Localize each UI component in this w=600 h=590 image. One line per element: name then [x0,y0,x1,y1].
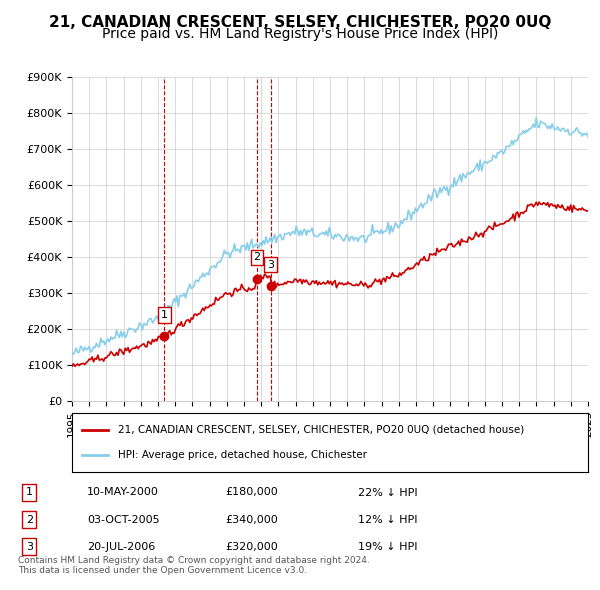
Text: 1: 1 [161,310,168,320]
Text: 12% ↓ HPI: 12% ↓ HPI [358,514,417,525]
Text: 21, CANADIAN CRESCENT, SELSEY, CHICHESTER, PO20 0UQ: 21, CANADIAN CRESCENT, SELSEY, CHICHESTE… [49,15,551,30]
Text: Contains HM Land Registry data © Crown copyright and database right 2024.
This d: Contains HM Land Registry data © Crown c… [18,556,370,575]
Text: Price paid vs. HM Land Registry's House Price Index (HPI): Price paid vs. HM Land Registry's House … [102,27,498,41]
Text: 1: 1 [26,487,33,497]
Text: 20-JUL-2006: 20-JUL-2006 [87,542,155,552]
Text: HPI: Average price, detached house, Chichester: HPI: Average price, detached house, Chic… [118,451,367,460]
Text: 3: 3 [26,542,33,552]
Text: 2: 2 [253,253,260,263]
Text: 3: 3 [267,260,274,270]
Text: £320,000: £320,000 [225,542,278,552]
Text: 10-MAY-2000: 10-MAY-2000 [87,487,159,497]
Text: 22% ↓ HPI: 22% ↓ HPI [358,487,417,497]
Text: 21, CANADIAN CRESCENT, SELSEY, CHICHESTER, PO20 0UQ (detached house): 21, CANADIAN CRESCENT, SELSEY, CHICHESTE… [118,425,524,434]
Text: 03-OCT-2005: 03-OCT-2005 [87,514,160,525]
Text: 19% ↓ HPI: 19% ↓ HPI [358,542,417,552]
Text: £340,000: £340,000 [225,514,278,525]
Text: 2: 2 [26,514,33,525]
Text: £180,000: £180,000 [225,487,278,497]
